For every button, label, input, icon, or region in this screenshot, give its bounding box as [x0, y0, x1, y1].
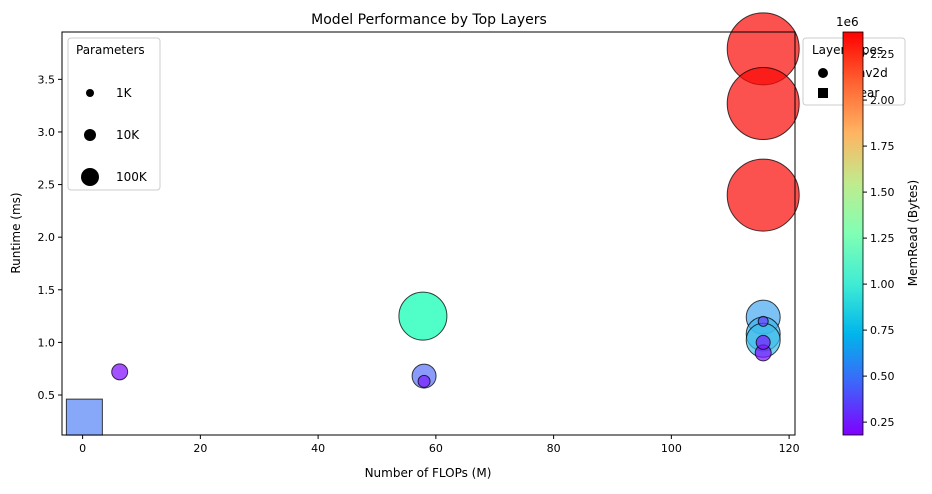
colorbar-ticks: 0.25 0.50 0.75 1.00 1.25 1.50 1.75 2.00 2.25: [863, 48, 895, 429]
data-point-linear: [65, 398, 103, 436]
colorbar-tick-label: 1.75: [870, 140, 895, 153]
data-point-conv2d: [398, 291, 448, 341]
y-tick-label: 0.5: [38, 389, 56, 402]
size-legend-marker: [84, 129, 96, 141]
colorbar-label: MemRead (Bytes): [906, 180, 920, 286]
colorbar-tick-label: 2.25: [870, 48, 895, 61]
size-legend-entries: 1K 10K 100K: [81, 86, 148, 186]
colorbar-frame: [842, 31, 864, 436]
x-tick-label: 120: [779, 442, 800, 455]
colorbar: 0.25 0.50 0.75 1.00 1.25 1.50 1.75 2.00 2.25 1e6…: [836, 15, 920, 436]
data-point-conv2d: [757, 315, 769, 327]
colorbar-tick-label: 2.00: [870, 94, 895, 107]
data-point-conv2d: [755, 334, 771, 350]
size-legend-marker: [86, 89, 94, 97]
colorbar-multiplier: 1e6: [836, 15, 859, 29]
size-legend-label: 1K: [116, 86, 133, 100]
y-tick-label: 2.5: [38, 179, 56, 192]
size-legend-label: 100K: [116, 170, 148, 184]
y-tick-label: 1.5: [38, 284, 56, 297]
colorbar-tick-label: 1.00: [870, 278, 895, 291]
size-legend-frame: [67, 37, 161, 191]
data-point-conv2d: [726, 158, 800, 232]
layer-legend-circle-marker: [818, 68, 828, 78]
y-tick-label: 3.5: [38, 73, 56, 86]
data-points: [65, 12, 800, 436]
chart-title: Model Performance by Top Layers: [311, 12, 547, 28]
colorbar-tick-label: 0.50: [870, 370, 895, 383]
x-tick-label: 20: [193, 442, 207, 455]
y-axis-label: Runtime (ms): [9, 192, 23, 273]
data-point-conv2d: [417, 374, 431, 388]
y-axis: 0.5 1.0 1.5 2.0 2.5 3.0 3.5: [38, 73, 62, 402]
layer-legend-square-marker: [818, 88, 828, 98]
colorbar-tick-label: 1.50: [870, 186, 895, 199]
size-legend-label: 10K: [116, 128, 140, 142]
colorbar-gradient: [843, 32, 863, 435]
plot-area: [61, 12, 800, 436]
y-tick-label: 3.0: [38, 126, 56, 139]
x-tick-label: 60: [429, 442, 443, 455]
x-tick-label: 80: [547, 442, 561, 455]
size-legend-title: Parameters: [76, 43, 145, 57]
plot-frame: [61, 31, 796, 436]
x-tick-label: 100: [661, 442, 682, 455]
colorbar-tick-label: 0.25: [870, 416, 895, 429]
colorbar-tick-label: 1.25: [870, 232, 895, 245]
x-tick-label: 40: [311, 442, 325, 455]
colorbar-tick-label: 0.75: [870, 324, 895, 337]
x-axis-label: Number of FLOPs (M): [365, 466, 492, 480]
size-legend: Parameters 1K 10K 100K: [67, 37, 161, 191]
x-axis: 0 20 40 60 80 100 120: [79, 435, 800, 455]
data-point-conv2d: [726, 67, 800, 141]
size-legend-marker: [81, 168, 99, 186]
data-point-conv2d: [111, 363, 129, 381]
x-tick-label: 0: [79, 442, 86, 455]
y-tick-label: 1.0: [38, 336, 56, 349]
y-tick-label: 2.0: [38, 231, 56, 244]
